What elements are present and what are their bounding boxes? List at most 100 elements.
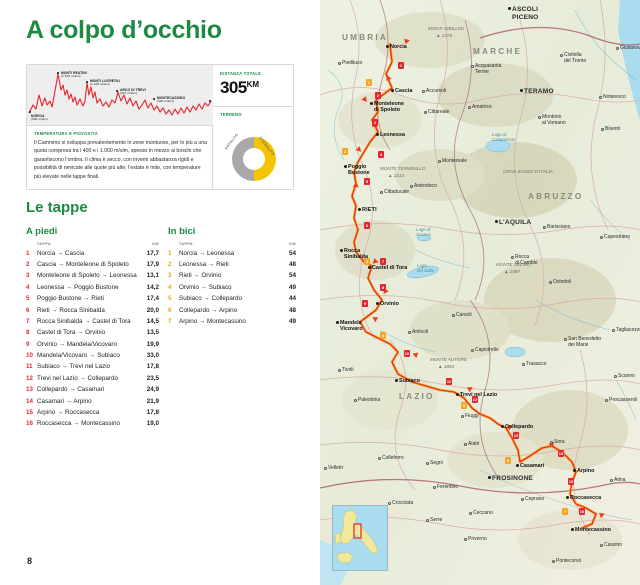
stage-badge-bici[interactable]: 1	[366, 79, 372, 86]
stage-row[interactable]: 16 Roccasecca → Montecassino 19,0	[26, 419, 159, 430]
stage-badge[interactable]: 16	[579, 508, 585, 515]
stage-badge-bici[interactable]: 7	[562, 508, 568, 515]
stage-badge[interactable]: 7	[380, 258, 386, 265]
city-marker	[426, 519, 430, 523]
stage-badge-bici[interactable]: 3	[364, 258, 370, 265]
peak-label-norcia: NORCIA (600 m/slm)	[31, 114, 48, 122]
stage-row[interactable]: 13 Collepardo → Casamari 24,9	[26, 385, 159, 396]
stage-row[interactable]: 8 Castel di Tora → Orvinio 13,5	[26, 328, 159, 339]
peak-dot	[29, 111, 32, 114]
stage-badge[interactable]: 13	[513, 432, 519, 439]
stage-row[interactable]: 11 Subiaco → Trevi nel Lazio 17,8	[26, 362, 159, 373]
stage-km: 23,5	[146, 374, 159, 382]
stage-row[interactable]: 5 Subiaco → Collepardo 44	[168, 294, 296, 305]
city-marker	[424, 111, 428, 115]
map-lakes	[407, 139, 526, 358]
stage-row[interactable]: 3 Rieti → Orvinio 54	[168, 271, 296, 282]
terrain-label: TERRENO	[220, 112, 242, 117]
stage-badge[interactable]: 9	[362, 300, 368, 307]
stage-badge-bici[interactable]: 4	[380, 332, 386, 339]
city-marker	[549, 281, 553, 285]
map-route-stop-label: Poggio Bustone	[348, 164, 370, 177]
peak-dot	[153, 98, 156, 101]
map-route-stop-label: Norcia	[390, 44, 407, 50]
map-place-label: Antrodoco	[414, 183, 437, 189]
stage-row[interactable]: 7 Arpino → Montecassino 49	[168, 316, 296, 327]
stage-badge[interactable]: 4	[378, 151, 384, 158]
stage-row[interactable]: 4 Orvinio → Subiaco 49	[168, 282, 296, 293]
stage-badge-bici[interactable]: 5	[461, 402, 467, 409]
stage-row[interactable]: 10 Mandela/Vicovaro → Subiaco 33,0	[26, 351, 159, 362]
stage-badge[interactable]: 10	[404, 350, 410, 357]
stage-badge-bici[interactable]: 2	[342, 148, 348, 155]
stage-row[interactable]: 1 Norcia → Cascia 17,7	[26, 248, 159, 259]
map-route-stop-label: Mandela Vicovaro	[340, 320, 363, 333]
distance-number: 305	[220, 78, 247, 97]
stage-badge[interactable]: 12	[472, 396, 478, 403]
map-panel[interactable]: 1 1 2 3 2 4 5 6 3 7 8 9 4 10 11 5 12 13 …	[320, 0, 640, 585]
city-marker	[573, 469, 576, 472]
map-route-stop-label: Trevi nel Lazio	[460, 392, 498, 398]
city-marker	[610, 479, 614, 483]
stage-badge[interactable]: 5	[364, 178, 370, 185]
sardinia	[334, 532, 342, 545]
page-number: 8	[27, 556, 33, 566]
map-place-label: Trasacco	[526, 361, 547, 367]
stage-badge[interactable]: 11	[446, 378, 452, 385]
stage-row[interactable]: 6 Rieti → Rocca Sinibalda 20,0	[26, 305, 159, 316]
map-place-label: Rocca di Cambio	[515, 254, 538, 266]
stage-badge[interactable]: 14	[558, 450, 564, 457]
stage-number: 14	[26, 397, 33, 405]
stage-km: 17,4	[146, 295, 159, 303]
stage-badge[interactable]: 1	[398, 62, 404, 69]
weather-body: Il Cammino si sviluppa prevalentemente i…	[34, 140, 208, 180]
city-marker	[471, 65, 475, 69]
stage-row[interactable]: 5 Poggio Bustone → Rieti 17,4	[26, 294, 159, 305]
map-place-label: Colleferro	[382, 455, 404, 461]
stage-badge[interactable]: 8	[380, 284, 386, 291]
stage-badge-bici[interactable]: 6	[505, 457, 511, 464]
city-marker	[600, 544, 604, 548]
city-marker	[464, 538, 468, 542]
stage-row[interactable]: 7 Rocca Sinibalda → Castel di Tora 14,5	[26, 316, 159, 327]
stage-badge[interactable]: 15	[568, 478, 574, 485]
stages-column-in-bici: In bici TAPPA KM 1 Norcia → Leonessa 54 2 Le…	[168, 226, 296, 328]
map-lake-label: Lago del Salto	[417, 263, 435, 274]
stage-row[interactable]: 6 Collepardo → Arpino 48	[168, 305, 296, 316]
map-place-label: Civitella del Tronto	[564, 52, 587, 64]
city-marker	[395, 379, 398, 382]
city-marker	[354, 399, 358, 403]
map-place-label: Cassino	[604, 542, 623, 548]
city-marker	[599, 96, 603, 100]
stage-row[interactable]: 3 Monteleone di Spoleto → Leonessa 13,1	[26, 271, 159, 282]
stage-row[interactable]: 1 Norcia → Leonessa 54	[168, 248, 296, 259]
map-place-label: ASCOLI PICENO	[512, 6, 539, 21]
stage-number: 16	[26, 420, 33, 428]
stage-name: Arpino → Roccasecca	[37, 409, 100, 417]
stage-row[interactable]: 2 Cascia → Monteleone di Spoleto 17,9	[26, 259, 159, 270]
inset-svg	[333, 506, 387, 570]
city-marker	[464, 443, 468, 447]
stage-name: Leonessa → Poggio Bustone	[37, 283, 119, 291]
map-place-label: Tivoli	[342, 367, 354, 373]
stage-badge[interactable]: 3	[372, 119, 378, 126]
map-mountain-altitude: ▲ 2476	[436, 33, 453, 38]
city-marker	[571, 528, 574, 531]
stage-row[interactable]: 2 Leonessa → Rieti 48	[168, 259, 296, 270]
stage-row[interactable]: 15 Arpino → Roccasecca 17,8	[26, 407, 159, 418]
stage-row[interactable]: 14 Casamari → Arpino 21,9	[26, 396, 159, 407]
stage-row[interactable]: 9 Orvinio → Mandela/Vicovaro 19,9	[26, 339, 159, 350]
stage-row[interactable]: 4 Leonessa → Poggio Bustone 14,2	[26, 282, 159, 293]
city-marker	[516, 464, 519, 467]
stage-badge[interactable]: 6	[364, 222, 370, 229]
stage-row[interactable]: 12 Trevi nel Lazio → Collepardo 23,5	[26, 373, 159, 384]
city-marker	[410, 185, 414, 189]
map-place-label: Tagliacozzo	[616, 327, 640, 333]
stage-badge[interactable]: 2	[375, 92, 381, 99]
elevation-line	[28, 73, 212, 116]
city-marker	[358, 208, 361, 211]
map-place-label: Capistrello	[475, 347, 499, 353]
city-marker	[471, 349, 475, 353]
stage-name: Norcia → Cascia	[37, 249, 85, 257]
city-marker	[422, 90, 426, 94]
